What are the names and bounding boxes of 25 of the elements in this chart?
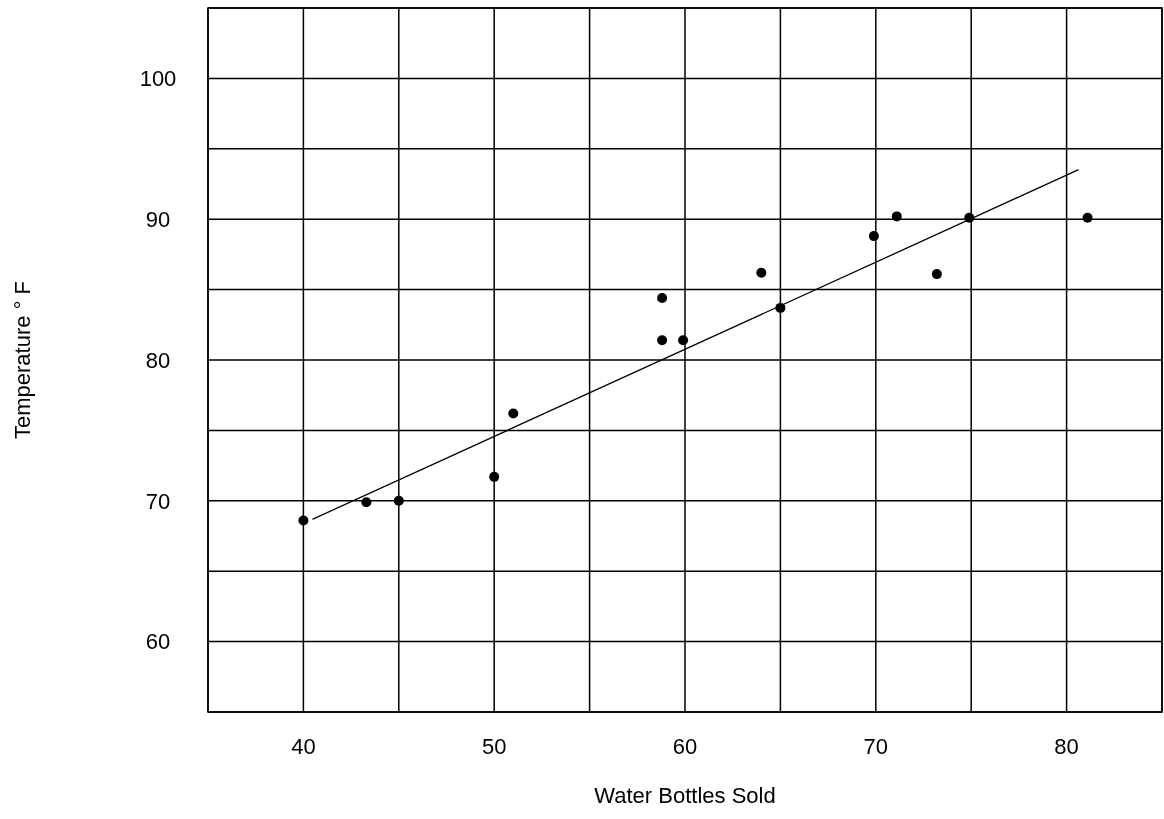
x-tick-label: 60 [672,734,698,759]
y-axis-title: Temperature ° F [10,281,35,439]
point [756,267,767,278]
point [1082,212,1093,223]
point [657,293,668,304]
x-tick-label: 40 [291,734,316,759]
point [657,335,668,346]
point [868,231,879,242]
point [891,211,902,222]
y-tick-label: 100 [139,66,177,92]
x-tick-label: 50 [481,734,507,759]
x-axis-title: Water Bottles Sold [594,783,776,808]
point [298,515,309,526]
y-tick-label: 90 [145,206,171,232]
y-tick-label: 70 [145,488,171,514]
point [361,497,372,508]
point [393,495,404,506]
x-tick-label: 70 [863,734,889,759]
y-tick-label: 60 [145,629,171,655]
point [931,269,942,280]
y-tick-label: 80 [145,347,171,373]
point [508,408,519,419]
point [489,471,500,482]
point [678,335,689,346]
x-tick-label: 80 [1054,734,1079,759]
